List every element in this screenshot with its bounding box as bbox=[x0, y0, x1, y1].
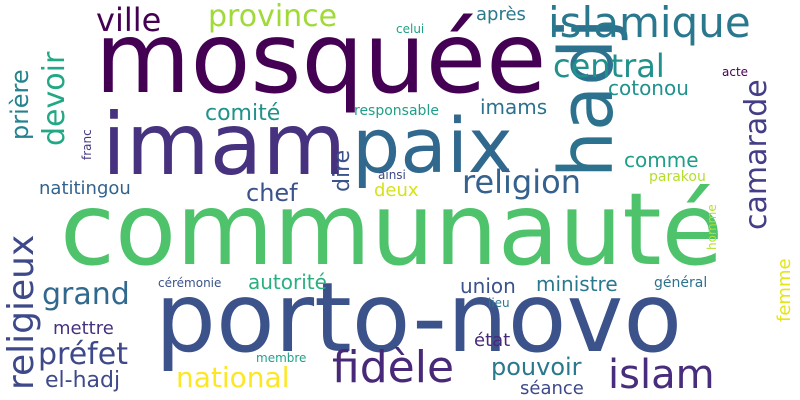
word-religieux: religieux bbox=[1, 234, 42, 390]
word-islamique: islamique bbox=[548, 0, 751, 47]
word-el-hadj: el-hadj bbox=[45, 368, 121, 393]
word-etat: état bbox=[474, 330, 511, 351]
word-seance: séance bbox=[520, 378, 584, 399]
word-apres: après bbox=[476, 4, 526, 25]
word-natitingou: natitingou bbox=[39, 178, 131, 199]
word-province: province bbox=[208, 0, 338, 34]
word-imams: imams bbox=[480, 95, 548, 119]
word-comme: comme bbox=[624, 148, 699, 172]
word-ville: ville bbox=[96, 1, 162, 39]
word-responsable: responsable bbox=[354, 103, 439, 119]
word-autorite: autorité bbox=[248, 270, 327, 294]
word-homme: homme bbox=[705, 204, 719, 250]
word-religion: religion bbox=[462, 163, 581, 201]
word-membre: membre bbox=[256, 351, 307, 365]
word-devoir: devoir bbox=[37, 51, 72, 146]
word-comite: comité bbox=[205, 101, 281, 126]
word-paix: paix bbox=[352, 101, 513, 190]
word-pouvoir: pouvoir bbox=[491, 353, 582, 381]
word-lieu: lieu bbox=[488, 296, 510, 310]
word-islam: islam bbox=[608, 352, 715, 398]
word-priere: prière bbox=[6, 69, 34, 140]
word-imam: imam bbox=[102, 95, 347, 195]
word-union: union bbox=[460, 274, 516, 298]
word-national: national bbox=[176, 361, 290, 394]
word-camarade: camarade bbox=[739, 79, 774, 230]
word-communaute: communauté bbox=[60, 171, 724, 288]
word-femme: femme bbox=[774, 258, 795, 322]
word-acte: acte bbox=[722, 65, 749, 79]
word-chef: chef bbox=[246, 179, 298, 207]
word-mosquee: mosquée bbox=[95, 2, 547, 116]
word-grand: grand bbox=[42, 277, 130, 312]
word-cotonou: cotonou bbox=[608, 76, 689, 100]
word-celui: celui bbox=[396, 22, 425, 36]
word-ainsi: ainsi bbox=[378, 168, 406, 182]
word-general: général bbox=[654, 275, 708, 291]
word-deux: deux bbox=[374, 180, 419, 201]
word-porto-novo: porto-novo bbox=[155, 262, 683, 374]
word-prefet: préfet bbox=[38, 337, 128, 372]
word-mettre: mettre bbox=[53, 318, 114, 339]
word-dire: dire bbox=[330, 149, 355, 192]
word-fidele: fidèle bbox=[332, 342, 455, 393]
word-ministre: ministre bbox=[536, 272, 618, 296]
word-franc: franc bbox=[80, 129, 94, 160]
word-parakou: parakou bbox=[649, 169, 706, 185]
word-ceremonie: cérémonie bbox=[158, 276, 222, 290]
word-central: central bbox=[553, 47, 665, 85]
